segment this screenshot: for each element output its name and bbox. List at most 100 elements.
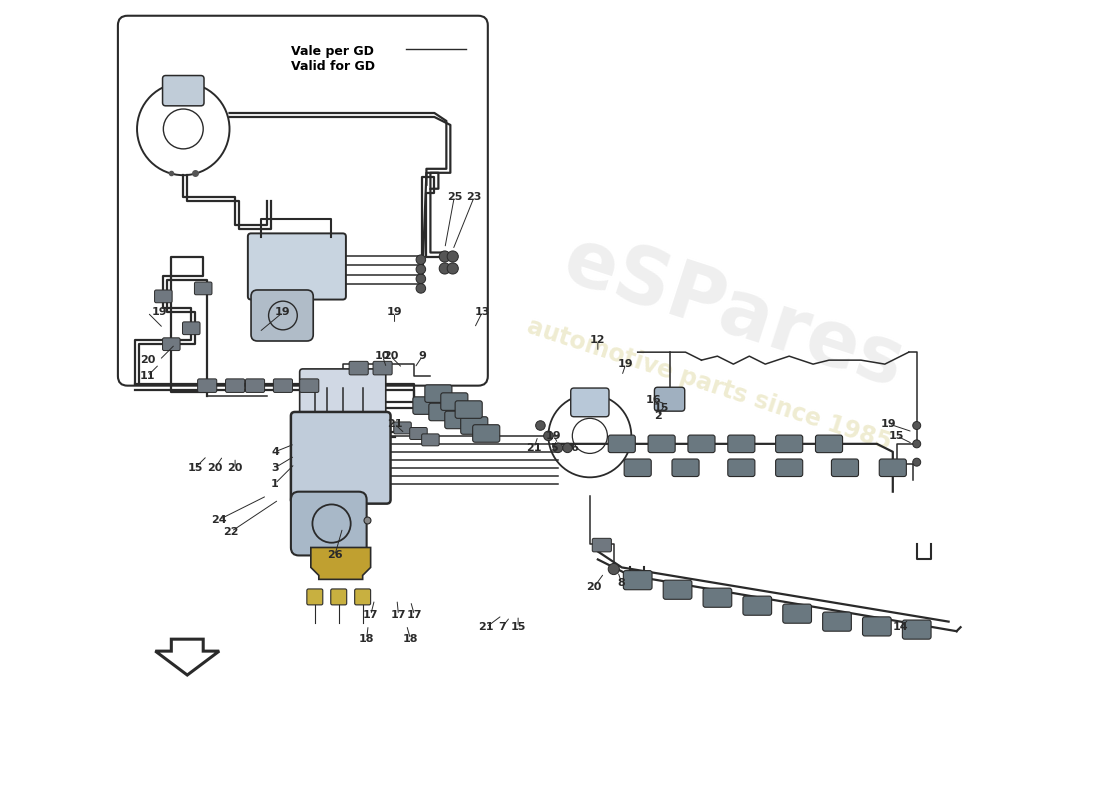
Circle shape xyxy=(448,263,459,274)
Text: 16: 16 xyxy=(646,395,661,405)
FancyBboxPatch shape xyxy=(245,379,265,393)
Text: 4: 4 xyxy=(271,447,279,457)
Text: 11: 11 xyxy=(140,371,155,381)
FancyBboxPatch shape xyxy=(290,492,366,555)
FancyBboxPatch shape xyxy=(349,362,368,375)
FancyBboxPatch shape xyxy=(425,385,452,402)
FancyBboxPatch shape xyxy=(299,379,319,393)
Text: Vale per GD
Valid for GD: Vale per GD Valid for GD xyxy=(290,46,375,74)
FancyBboxPatch shape xyxy=(195,282,212,294)
FancyBboxPatch shape xyxy=(155,290,172,302)
Circle shape xyxy=(536,421,546,430)
Circle shape xyxy=(416,265,426,274)
Text: eSPares: eSPares xyxy=(553,222,913,403)
FancyBboxPatch shape xyxy=(832,459,858,477)
Text: 15: 15 xyxy=(653,403,669,413)
FancyBboxPatch shape xyxy=(163,338,180,350)
FancyBboxPatch shape xyxy=(444,411,472,429)
Text: 19: 19 xyxy=(881,419,896,429)
Text: 20: 20 xyxy=(140,355,155,365)
FancyBboxPatch shape xyxy=(571,388,609,417)
FancyBboxPatch shape xyxy=(776,435,803,453)
FancyBboxPatch shape xyxy=(248,234,345,299)
Circle shape xyxy=(439,251,450,262)
FancyBboxPatch shape xyxy=(654,387,684,411)
Circle shape xyxy=(608,563,619,574)
FancyBboxPatch shape xyxy=(648,435,675,453)
FancyBboxPatch shape xyxy=(624,459,651,477)
Circle shape xyxy=(543,431,553,441)
Text: 19: 19 xyxy=(387,307,403,318)
FancyBboxPatch shape xyxy=(373,362,392,375)
FancyBboxPatch shape xyxy=(394,422,411,434)
Text: 21: 21 xyxy=(526,443,542,453)
Text: 21: 21 xyxy=(387,419,403,429)
Text: 24: 24 xyxy=(211,514,227,525)
FancyBboxPatch shape xyxy=(251,290,314,341)
FancyBboxPatch shape xyxy=(421,434,439,446)
Text: automotive parts since 1985: automotive parts since 1985 xyxy=(525,314,894,454)
Circle shape xyxy=(448,251,459,262)
FancyBboxPatch shape xyxy=(742,596,771,615)
Text: 1: 1 xyxy=(271,478,278,489)
FancyBboxPatch shape xyxy=(331,589,346,605)
FancyBboxPatch shape xyxy=(902,620,931,639)
Text: 19: 19 xyxy=(275,307,290,318)
FancyBboxPatch shape xyxy=(299,369,386,427)
Text: 10: 10 xyxy=(375,351,390,361)
Text: 26: 26 xyxy=(327,550,342,561)
Text: 15: 15 xyxy=(510,622,526,632)
FancyBboxPatch shape xyxy=(703,588,732,607)
Text: 17: 17 xyxy=(363,610,378,620)
Text: 5: 5 xyxy=(550,443,558,453)
FancyBboxPatch shape xyxy=(879,459,906,477)
FancyBboxPatch shape xyxy=(608,435,636,453)
FancyBboxPatch shape xyxy=(274,379,293,393)
FancyBboxPatch shape xyxy=(183,322,200,334)
Circle shape xyxy=(416,284,426,293)
Text: 20: 20 xyxy=(586,582,602,592)
FancyBboxPatch shape xyxy=(455,401,482,418)
Text: 23: 23 xyxy=(466,192,482,202)
Text: 17: 17 xyxy=(407,610,422,620)
Circle shape xyxy=(416,255,426,265)
Text: 9: 9 xyxy=(418,351,427,361)
Text: 25: 25 xyxy=(447,192,462,202)
Circle shape xyxy=(416,274,426,284)
Text: 3: 3 xyxy=(271,462,278,473)
Text: 17: 17 xyxy=(390,610,406,620)
Circle shape xyxy=(563,443,572,453)
FancyBboxPatch shape xyxy=(728,459,755,477)
FancyBboxPatch shape xyxy=(776,459,803,477)
FancyBboxPatch shape xyxy=(118,16,487,386)
FancyBboxPatch shape xyxy=(290,412,390,504)
Text: 20: 20 xyxy=(228,462,243,473)
Text: 8: 8 xyxy=(618,578,626,588)
FancyBboxPatch shape xyxy=(409,427,427,439)
FancyBboxPatch shape xyxy=(728,435,755,453)
Circle shape xyxy=(913,440,921,448)
Text: 6: 6 xyxy=(570,443,578,453)
FancyBboxPatch shape xyxy=(354,589,371,605)
Circle shape xyxy=(553,443,563,453)
Text: 22: 22 xyxy=(223,526,239,537)
Text: 15: 15 xyxy=(889,431,904,441)
Circle shape xyxy=(913,422,921,430)
Text: 20: 20 xyxy=(383,351,398,361)
FancyBboxPatch shape xyxy=(226,379,244,393)
Text: 14: 14 xyxy=(893,622,909,632)
Text: 19: 19 xyxy=(547,431,562,441)
Text: 18: 18 xyxy=(403,634,418,644)
Text: 2: 2 xyxy=(653,411,661,421)
FancyBboxPatch shape xyxy=(862,617,891,636)
FancyBboxPatch shape xyxy=(307,589,322,605)
Circle shape xyxy=(913,458,921,466)
FancyBboxPatch shape xyxy=(688,435,715,453)
FancyBboxPatch shape xyxy=(441,393,468,410)
FancyBboxPatch shape xyxy=(429,403,455,421)
FancyBboxPatch shape xyxy=(624,570,652,590)
Polygon shape xyxy=(311,547,371,579)
FancyBboxPatch shape xyxy=(815,435,843,453)
Text: 13: 13 xyxy=(474,307,490,318)
FancyBboxPatch shape xyxy=(663,580,692,599)
